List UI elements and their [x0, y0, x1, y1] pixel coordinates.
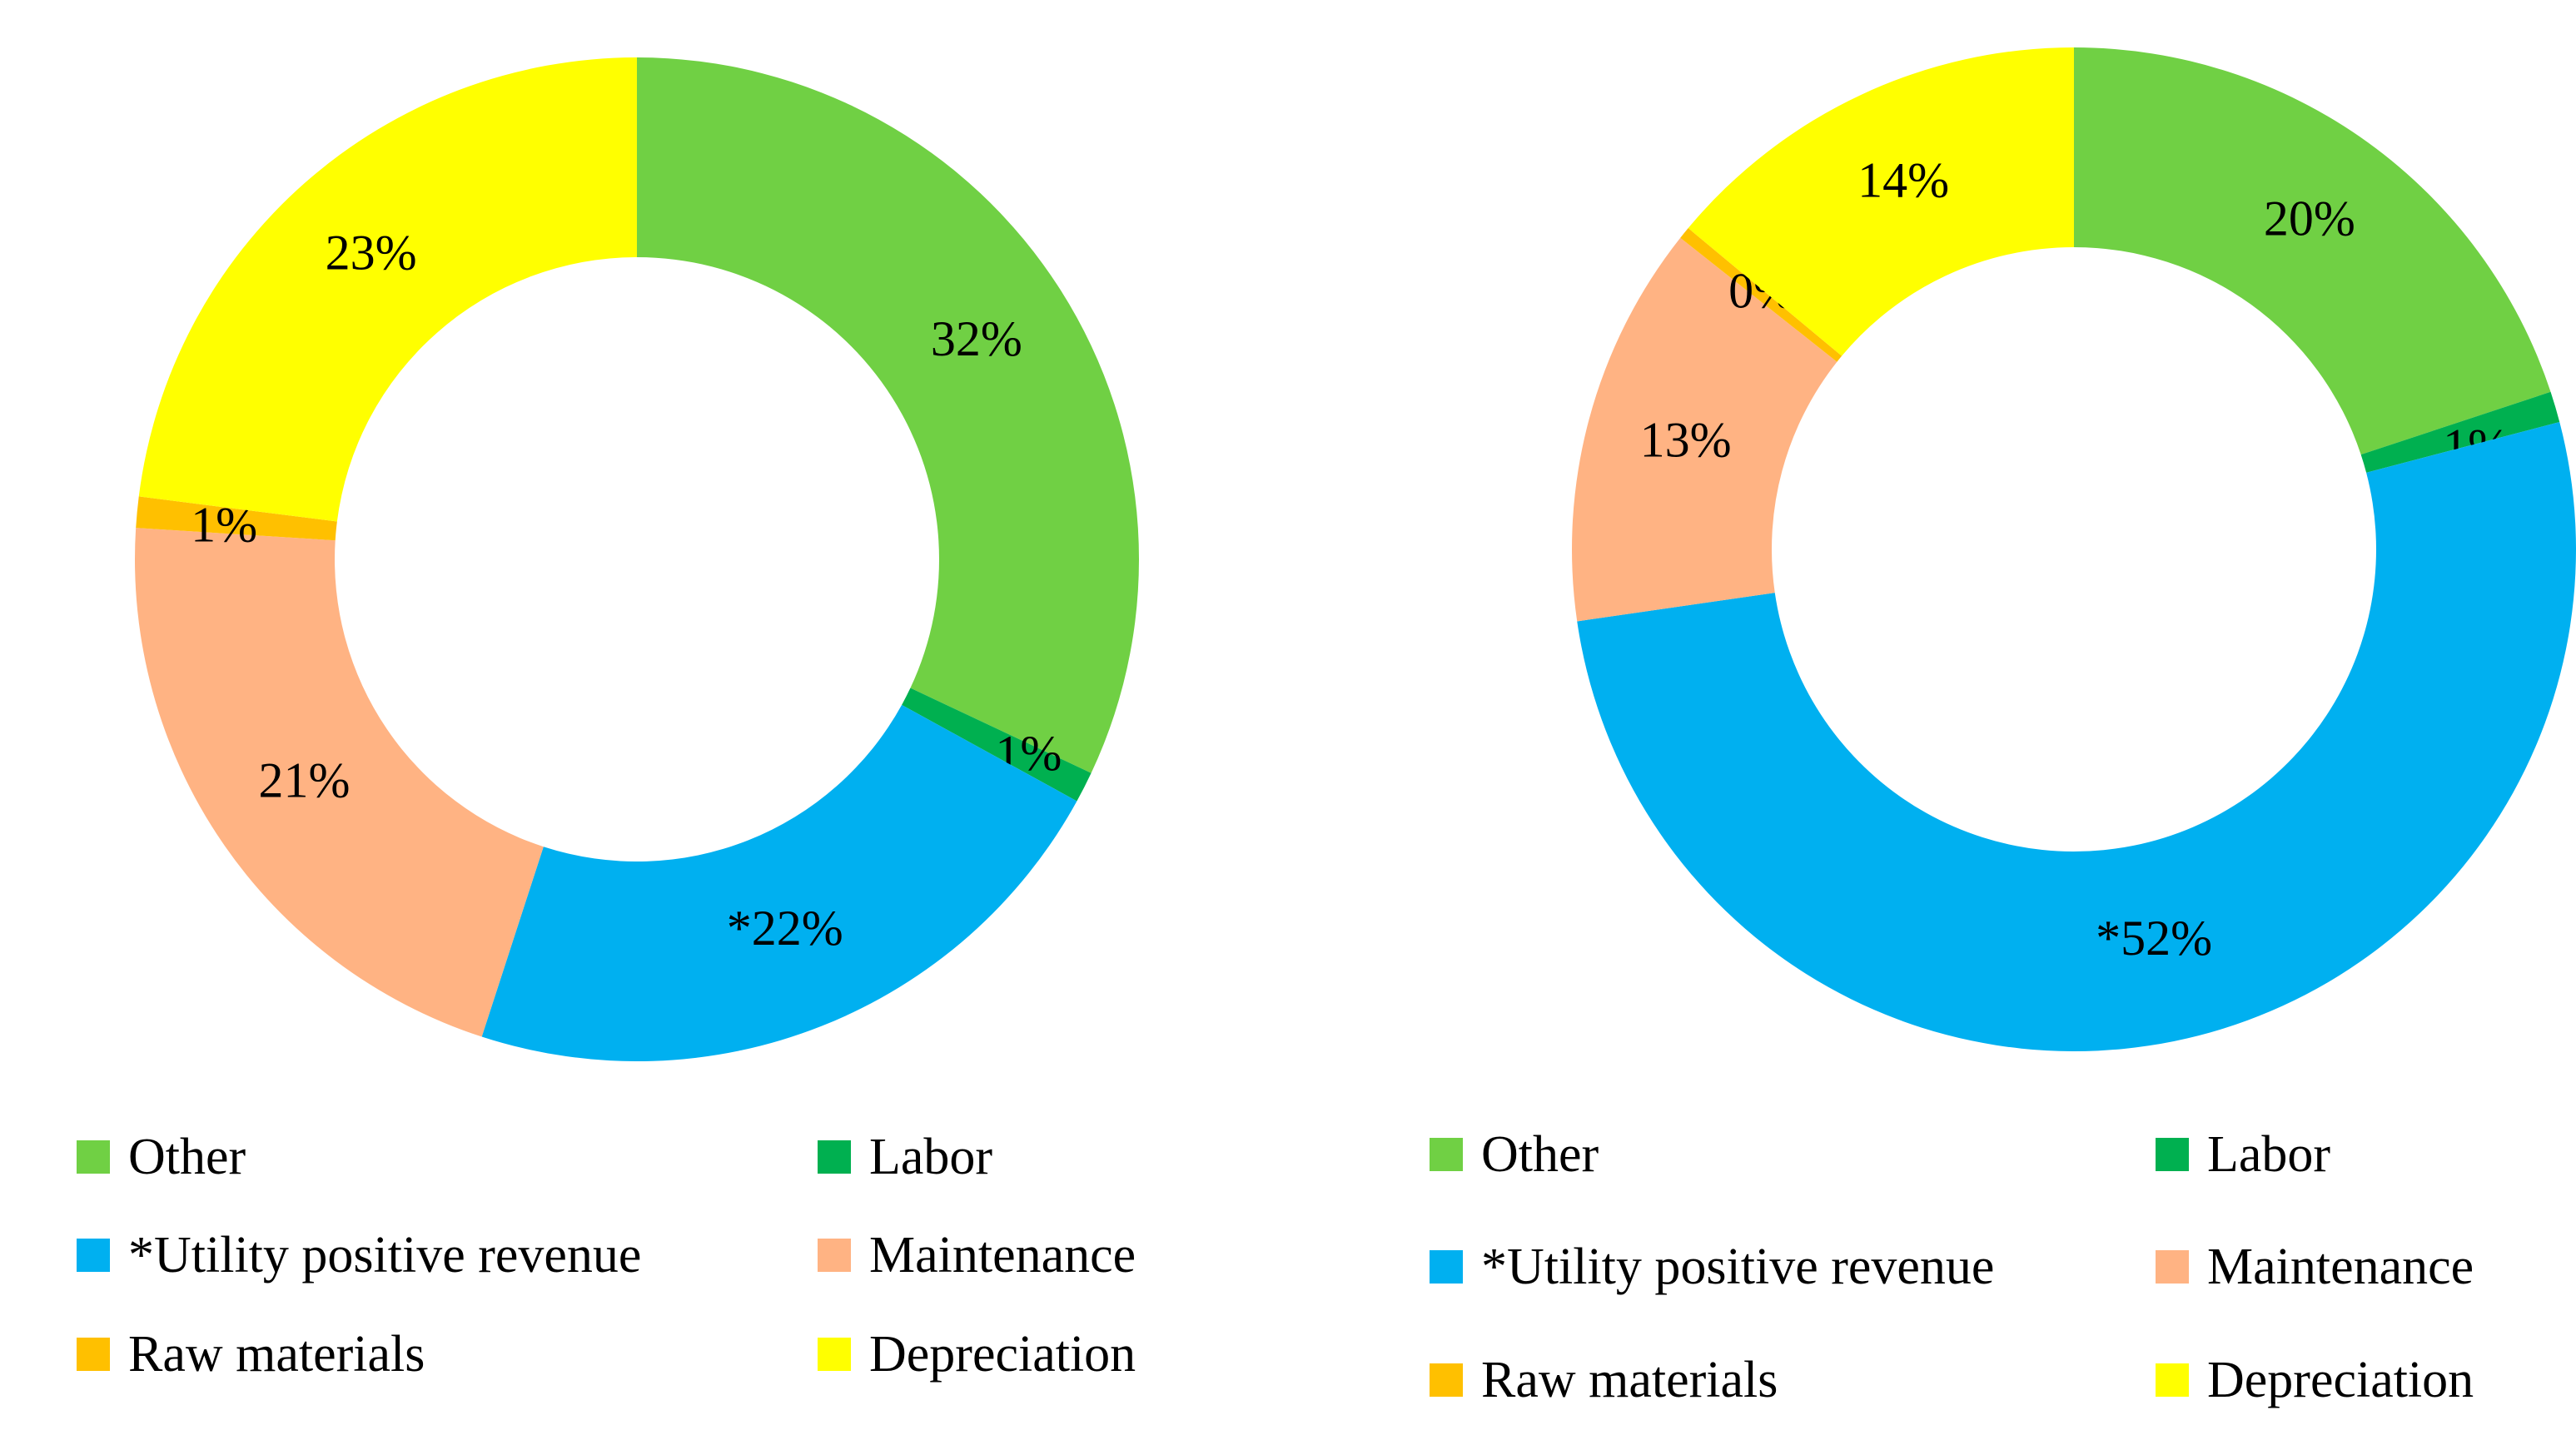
donut-chart-left: 32%1%*22%21%1%23%: [135, 57, 1139, 1061]
slice-depreciation: [138, 57, 638, 522]
legend-item-utility: *Utility positive revenue: [77, 1229, 641, 1281]
legend-label: Maintenance: [869, 1227, 1136, 1284]
legend-label: Depreciation: [2207, 1352, 2474, 1408]
legend-item-labor: Labor: [2156, 1129, 2330, 1180]
legend-item-other: Other: [1430, 1129, 1599, 1180]
slice-depreciation: [1688, 47, 2074, 356]
data-label-other: 20%: [2264, 191, 2355, 246]
legend-label: Maintenance: [2207, 1239, 2474, 1295]
legend-item-maintenance: Maintenance: [818, 1229, 1136, 1281]
legend-item-depreciation: Depreciation: [2156, 1354, 2474, 1406]
legend-swatch: [2156, 1363, 2189, 1397]
slice-labor: [902, 688, 1092, 802]
legend-swatch: [818, 1338, 851, 1371]
slice-maintenance: [135, 528, 544, 1037]
slice-raw-materials: [136, 496, 337, 541]
legend-item-labor: Labor: [818, 1131, 992, 1183]
legend-item-other: Other: [77, 1131, 246, 1183]
legend-item-depreciation: Depreciation: [818, 1328, 1136, 1380]
legend-swatch: [2156, 1138, 2189, 1171]
slice-other: [637, 57, 1139, 773]
data-label-maintenance: 21%: [259, 752, 351, 807]
legend-swatch: [1430, 1250, 1463, 1284]
slice-utility: [1577, 421, 2576, 1052]
legend-label: Depreciation: [869, 1326, 1136, 1383]
legend-swatch: [1430, 1138, 1463, 1171]
slice-labor: [2360, 391, 2560, 473]
legend-swatch: [818, 1239, 851, 1272]
slice-raw-materials: [1680, 228, 1842, 362]
legend-label: *Utility positive revenue: [1481, 1239, 1995, 1295]
legend-swatch: [818, 1140, 851, 1174]
data-label-utility: *22%: [727, 901, 843, 956]
legend-item-maintenance: Maintenance: [2156, 1241, 2474, 1293]
legend-swatch: [2156, 1250, 2189, 1284]
donut-chart-right: 20%1%*52%13%0%14%: [1572, 47, 2576, 1052]
legend-swatch: [77, 1239, 110, 1272]
legend-label: Raw materials: [128, 1326, 425, 1383]
legend-label: Labor: [869, 1129, 993, 1185]
data-label-other: 32%: [931, 311, 1022, 366]
data-label-maintenance: 13%: [1640, 412, 1732, 467]
legend-label: Other: [1481, 1126, 1599, 1183]
legend-item-utility: *Utility positive revenue: [1430, 1241, 1994, 1293]
data-label-depreciation: 14%: [1857, 152, 1949, 207]
legend-label: Other: [128, 1129, 246, 1185]
legend-label: Labor: [2207, 1126, 2331, 1183]
slice-utility: [481, 704, 1077, 1061]
legend-item-raw-materials: Raw materials: [77, 1328, 425, 1380]
data-label-depreciation: 23%: [326, 225, 417, 280]
slice-maintenance: [1572, 237, 1838, 622]
legend-swatch: [1430, 1363, 1463, 1397]
legend-label: Raw materials: [1481, 1352, 1778, 1408]
legend-item-raw-materials: Raw materials: [1430, 1354, 1778, 1406]
legend-label: *Utility positive revenue: [128, 1227, 642, 1284]
slice-other: [2074, 47, 2551, 455]
legend-swatch: [77, 1338, 110, 1371]
legend-swatch: [77, 1140, 110, 1174]
data-label-utility: *52%: [2096, 911, 2212, 966]
